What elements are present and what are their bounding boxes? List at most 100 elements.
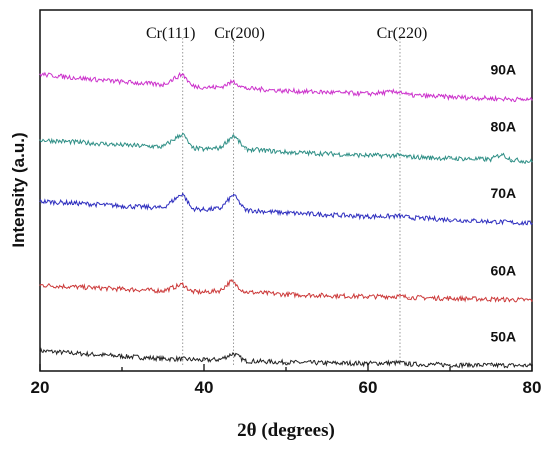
x-tick-label: 40: [195, 378, 214, 397]
data-point: [531, 299, 533, 301]
data-point: [191, 291, 193, 293]
data-point: [230, 280, 232, 282]
series-line: [39, 347, 533, 370]
series-70A: [39, 192, 533, 226]
series-line: [39, 192, 533, 226]
data-point: [285, 90, 287, 92]
peak-label: Cr(111): [146, 25, 195, 42]
data-point: [121, 81, 123, 83]
y-axis-title: Intensity (a.u.): [9, 132, 28, 247]
data-point: [285, 212, 287, 214]
data-point: [244, 209, 246, 211]
data-point: [219, 358, 221, 360]
data-point: [490, 158, 492, 161]
data-point: [326, 362, 328, 364]
data-point: [182, 358, 184, 360]
data-point: [490, 220, 492, 223]
data-point: [244, 291, 246, 293]
data-point: [408, 156, 410, 158]
data-point: [182, 192, 184, 194]
data-point: [219, 207, 221, 210]
peak-label: Cr(200): [214, 25, 265, 42]
x-axis-title: 2θ (degrees): [237, 420, 335, 441]
data-point: [203, 86, 205, 88]
axis-ticks: 20 40 60 80: [31, 364, 542, 397]
x-tick-label: 80: [523, 378, 542, 397]
data-point: [408, 94, 410, 96]
data-point: [326, 214, 328, 216]
data-point: [367, 215, 369, 218]
data-point: [244, 148, 246, 150]
data-point: [399, 362, 401, 364]
series-label-60A: 60A: [490, 262, 516, 278]
data-point: [367, 93, 369, 95]
series-50A: [39, 347, 533, 370]
data-point: [501, 153, 503, 155]
data-point: [399, 91, 401, 93]
data-point: [219, 86, 221, 88]
data-point: [39, 139, 41, 141]
data-point: [80, 141, 82, 144]
data-point: [162, 84, 164, 86]
data-point: [80, 77, 82, 79]
data-point: [203, 209, 205, 211]
data-point: [232, 80, 235, 83]
data-point: [285, 293, 287, 296]
data-point: [449, 219, 451, 221]
data-point: [449, 297, 451, 299]
data-point: [80, 286, 82, 288]
data-point: [244, 360, 246, 362]
data-point: [121, 144, 123, 146]
data-point: [162, 146, 164, 148]
series-60A: [39, 279, 533, 303]
data-point: [244, 87, 246, 89]
data-point: [408, 217, 410, 219]
data-point: [449, 364, 451, 366]
data-point: [449, 96, 451, 98]
data-point: [191, 207, 193, 210]
data-point: [326, 91, 328, 93]
data-point: [285, 361, 287, 363]
data-point: [162, 207, 164, 209]
data-point: [232, 134, 235, 136]
data-point: [285, 151, 287, 153]
series-label-90A: 90A: [490, 62, 516, 78]
data-point: [219, 289, 221, 292]
series-90A: [39, 71, 533, 103]
annotation-layer: Cr(111) Cr(200) Cr(220) 50A 60A 70A 80A 90A: [146, 25, 516, 344]
series-line: [39, 71, 533, 103]
plot-frame: [39, 9, 533, 372]
data-point: [399, 154, 401, 157]
series-label-70A: 70A: [490, 185, 516, 201]
x-tick-label: 20: [31, 378, 50, 397]
series-line: [39, 133, 533, 165]
data-point: [232, 193, 235, 196]
data-point: [367, 296, 369, 298]
data-point: [191, 85, 193, 87]
data-point: [39, 350, 41, 352]
data-point: [80, 353, 82, 355]
data-point: [182, 73, 184, 75]
series-line: [39, 279, 533, 303]
data-point: [510, 159, 513, 161]
data-point: [408, 296, 410, 298]
data-point: [121, 355, 123, 357]
data-point: [121, 205, 123, 207]
data-point: [203, 291, 205, 293]
data-point: [191, 147, 193, 149]
data-point: [408, 363, 410, 365]
series-80A: [39, 132, 533, 165]
data-point: [162, 358, 164, 360]
data-point: [490, 298, 492, 300]
data-point: [121, 288, 123, 290]
data-point: [182, 283, 184, 285]
data-point: [367, 154, 369, 157]
data-point: [39, 200, 41, 202]
data-point: [39, 284, 41, 286]
data-point: [531, 222, 533, 224]
data-point: [219, 147, 221, 149]
x-tick-label: 60: [359, 378, 378, 397]
data-point: [232, 352, 235, 354]
data-point: [490, 97, 492, 99]
